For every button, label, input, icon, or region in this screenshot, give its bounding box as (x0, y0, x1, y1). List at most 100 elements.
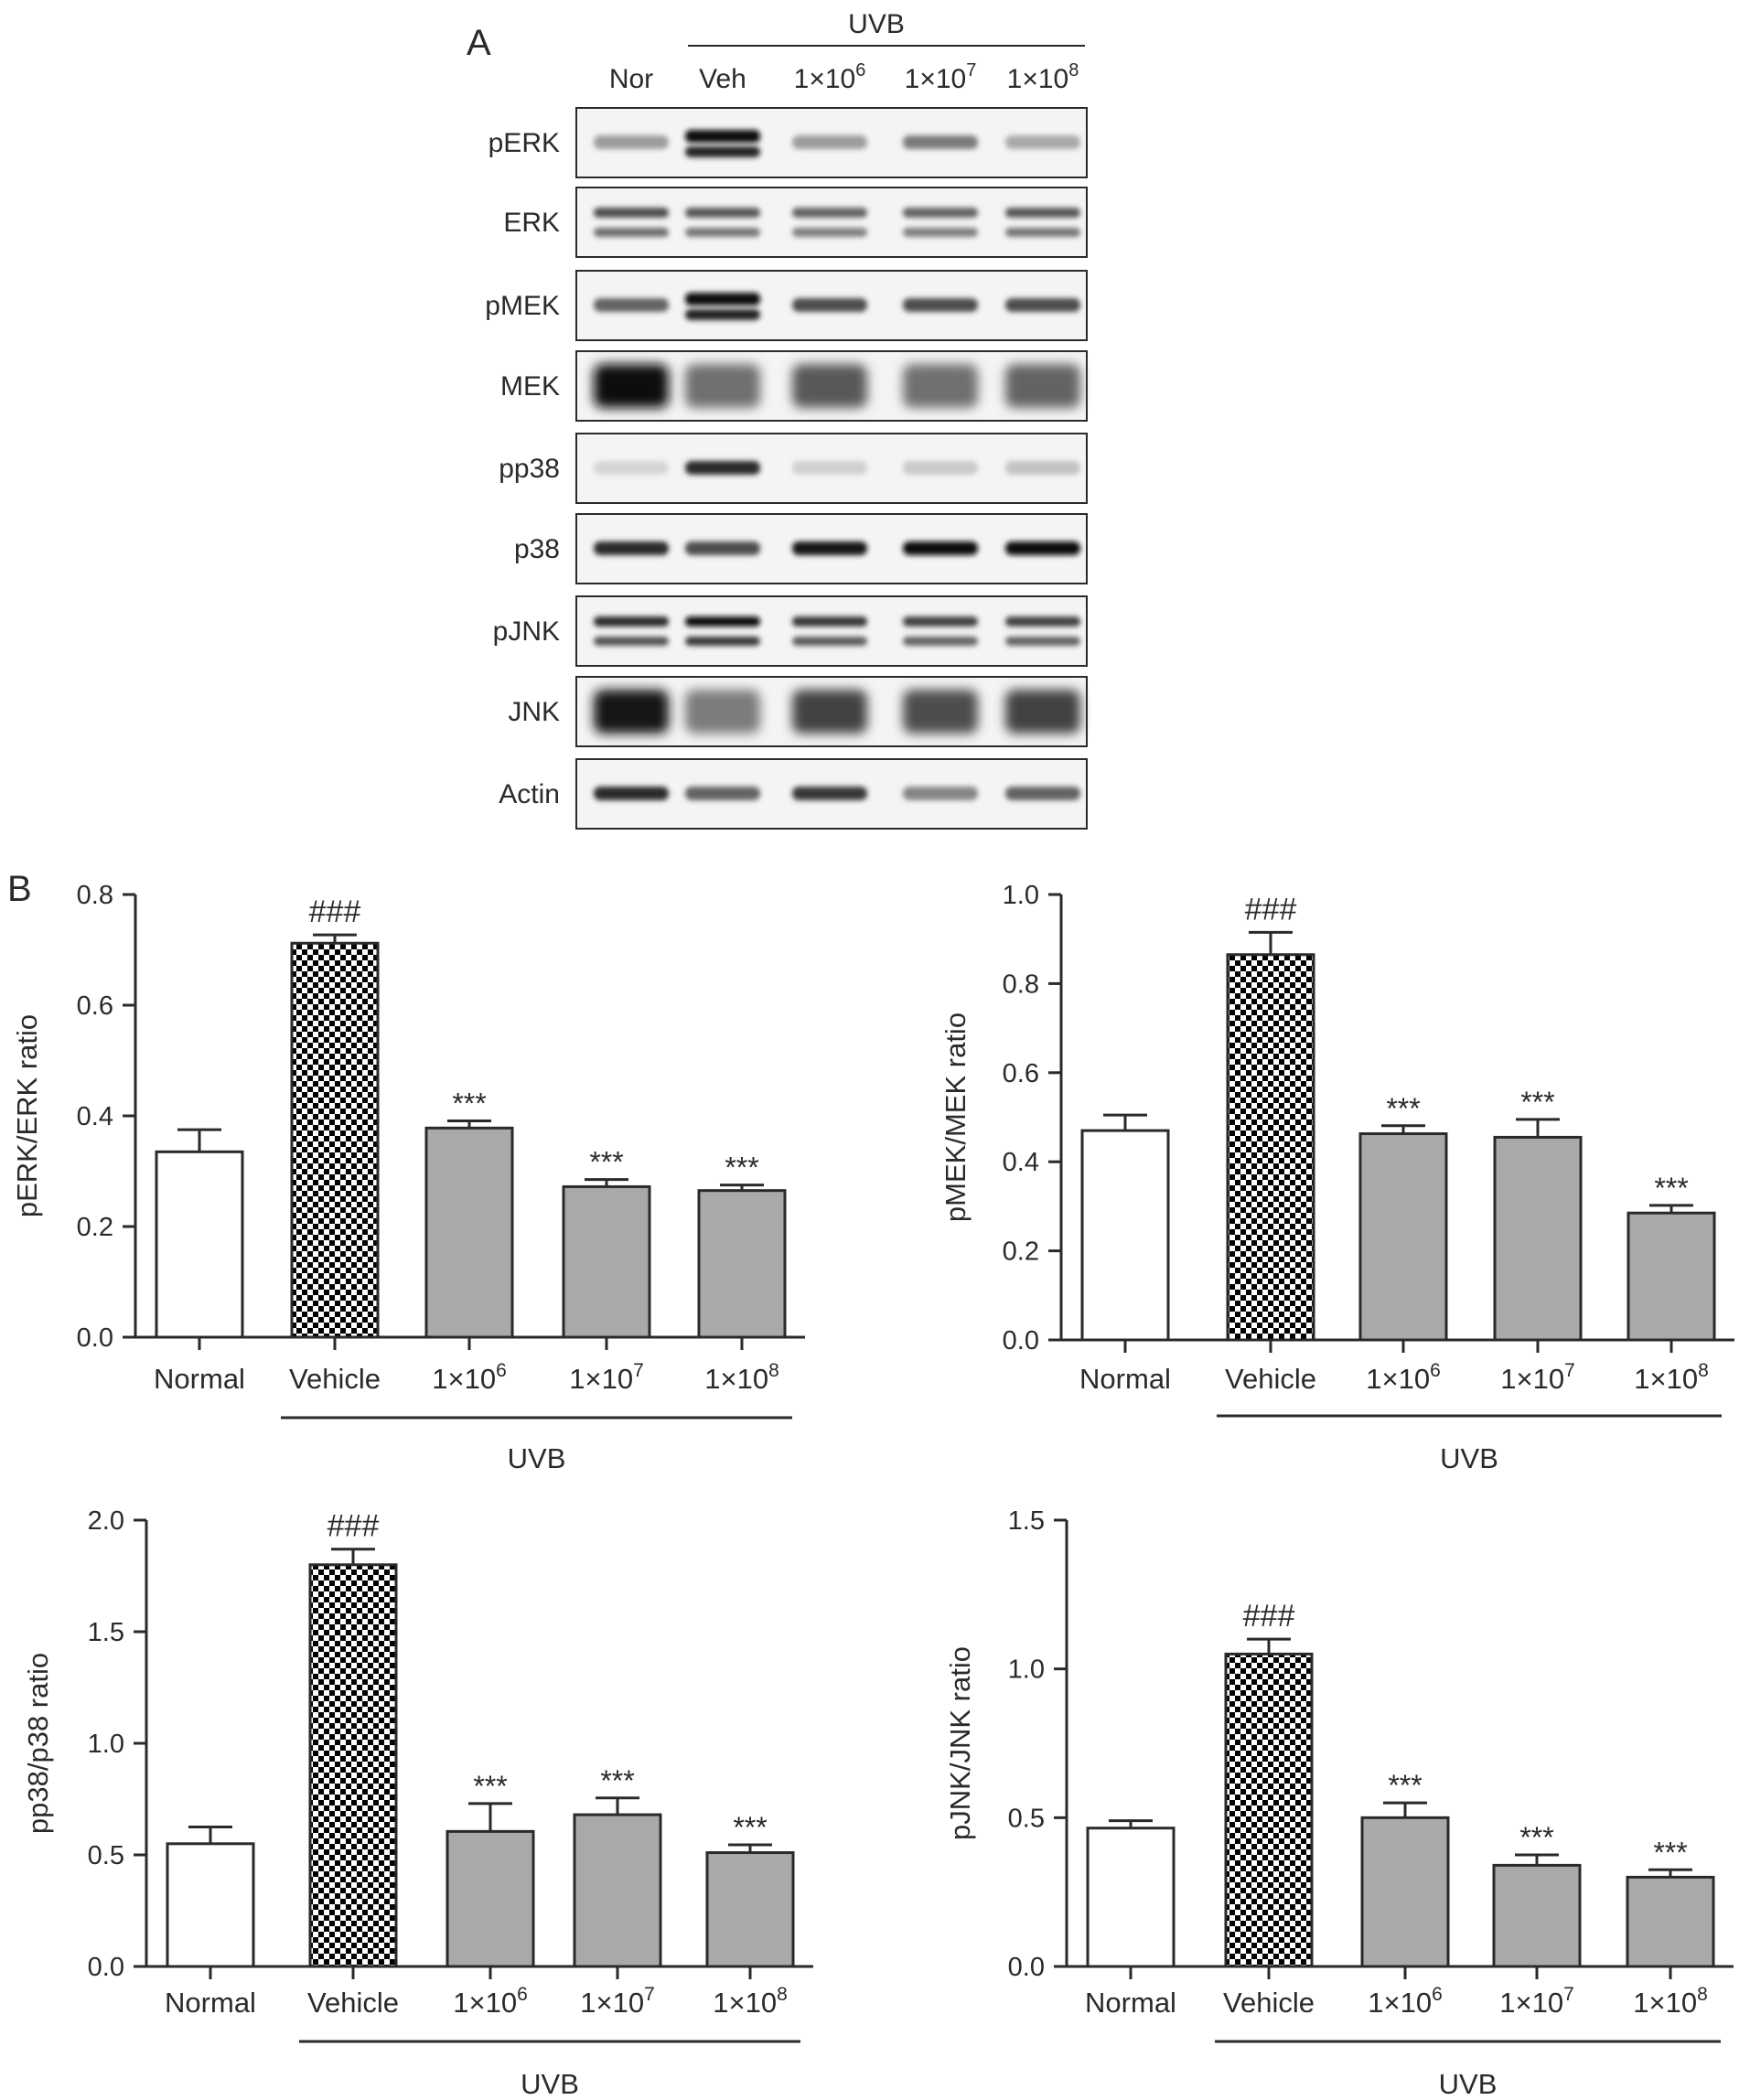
blot-lane-label-1-base: Veh (699, 64, 746, 94)
y-tick-label: 0.5 (1008, 1804, 1045, 1833)
x-category-label-3-base: 1×10 (1499, 1987, 1563, 2019)
bar-3 (1492, 1863, 1582, 1968)
bar-2 (1360, 1816, 1450, 1968)
blot-band (903, 541, 978, 555)
blot-band (1005, 787, 1080, 800)
chart-pp38-p38: 0.0 0.5 1.0 1.5 2.0 pp38/p38 ratio Normal ### Ve… (22, 1506, 813, 2100)
y-tick-label: 0.2 (1003, 1238, 1039, 1267)
bar-2 (446, 1829, 535, 1968)
x-category-label-4-base: 1×10 (1634, 1363, 1698, 1395)
x-category-label-0-base: Normal (165, 1987, 256, 2019)
blot-band (903, 364, 978, 408)
band-upper (685, 293, 760, 305)
band-main (903, 787, 978, 800)
band-main (903, 135, 978, 149)
y-tick-label: 0.4 (77, 1102, 113, 1131)
blot-band (594, 616, 669, 646)
y-tick-label: 1.0 (1003, 881, 1039, 910)
group-label-uvb: UVB (508, 1442, 566, 1474)
band-smear (903, 690, 978, 734)
band-upper (1005, 208, 1080, 218)
bar-4 (1627, 1211, 1716, 1342)
blot-band (1005, 690, 1080, 734)
y-axis-label: pJNK/JNK ratio (944, 1646, 976, 1840)
x-category-label-0: Normal (165, 1987, 256, 2019)
blot-lane-label-0: Nor (609, 64, 653, 94)
bar-1 (290, 941, 380, 1339)
band-main (594, 298, 669, 312)
bar-0 (166, 1842, 255, 1968)
x-category-label-2: 1×106 (1366, 1360, 1441, 1395)
y-tick-label: 1.5 (88, 1618, 124, 1647)
blot-label-mek: MEK (500, 371, 560, 402)
blot-lane-label-0-base: Nor (609, 64, 653, 94)
significance-stars: *** (733, 1811, 767, 1844)
band-main (792, 461, 867, 475)
band-main (594, 135, 669, 149)
chart-pjnk-jnk: 0.0 0.5 1.0 1.5 pJNK/JNK ratio Normal ### Vehic… (944, 1506, 1734, 2100)
blot-lane-label-4: 1×108 (1007, 60, 1079, 94)
band-smear (594, 364, 669, 408)
x-category-label-0: Normal (1079, 1363, 1171, 1395)
blot-band (792, 298, 867, 312)
blot-band (594, 208, 669, 237)
bar-1 (1224, 1652, 1314, 1968)
x-category-label-2: 1×106 (432, 1360, 507, 1395)
significance-stars: *** (600, 1764, 634, 1797)
bar-0 (155, 1150, 244, 1339)
bar-3 (562, 1184, 651, 1339)
y-tick-label: 0.6 (1003, 1059, 1039, 1088)
band-upper (685, 208, 760, 218)
blot-band (685, 787, 760, 800)
group-label-uvb: UVB (1439, 2068, 1498, 2100)
x-category-label-0: Normal (1085, 1987, 1176, 2019)
y-tick-label: 0.5 (88, 1841, 124, 1870)
blot-band (594, 135, 669, 149)
y-tick-label: 0.8 (1003, 970, 1039, 999)
blot-pp38: pp38 (499, 433, 1088, 504)
x-category-label-4-exponent: 8 (1698, 1360, 1709, 1381)
blot-band (685, 541, 760, 555)
blot-lane-label-2-base: 1×10 (794, 64, 856, 94)
blot-label-pmek: pMEK (485, 291, 560, 321)
blot-perk: pERK (488, 107, 1088, 178)
x-category-label-3-base: 1×10 (580, 1987, 644, 2019)
bar-0 (1086, 1827, 1176, 1968)
blot-lane-label-1: Veh (699, 64, 746, 94)
x-category-label-1-base: Vehicle (289, 1363, 381, 1395)
band-main (1005, 298, 1080, 312)
band-main (594, 541, 669, 555)
significance-stars: *** (1654, 1172, 1688, 1205)
group-label-uvb: UVB (521, 2068, 579, 2100)
bar-1 (1226, 953, 1315, 1342)
x-category-label-0-base: Normal (154, 1363, 245, 1395)
band-lower (903, 637, 978, 646)
x-category-label-2-base: 1×10 (1366, 1363, 1430, 1395)
band-lower (903, 228, 978, 237)
x-category-label-3-exponent: 7 (1564, 1360, 1575, 1381)
band-main (1005, 461, 1080, 475)
x-category-label-2-base: 1×10 (432, 1363, 496, 1395)
band-main (685, 541, 760, 555)
blot-band (1005, 208, 1080, 237)
blot-label-pp38: pp38 (499, 454, 560, 484)
band-main (903, 461, 978, 475)
blot-band (903, 135, 978, 149)
significance-stars: *** (725, 1152, 758, 1184)
band-lower (594, 228, 669, 237)
y-tick-label: 0.8 (77, 881, 113, 910)
blot-band (792, 787, 867, 800)
y-axis-label: pp38/p38 ratio (22, 1653, 54, 1834)
band-upper (903, 616, 978, 627)
band-lower (792, 228, 867, 237)
band-main (1005, 135, 1080, 149)
x-category-label-3: 1×107 (1500, 1360, 1575, 1395)
x-category-label-2-exponent: 6 (496, 1360, 507, 1381)
band-smear (903, 364, 978, 408)
x-category-label-0-base: Normal (1079, 1363, 1171, 1395)
significance-stars: *** (1386, 1092, 1420, 1125)
panel-a-label: A (467, 23, 491, 63)
x-category-label-3: 1×107 (569, 1360, 644, 1395)
band-smear (594, 690, 669, 734)
band-main (594, 787, 669, 800)
